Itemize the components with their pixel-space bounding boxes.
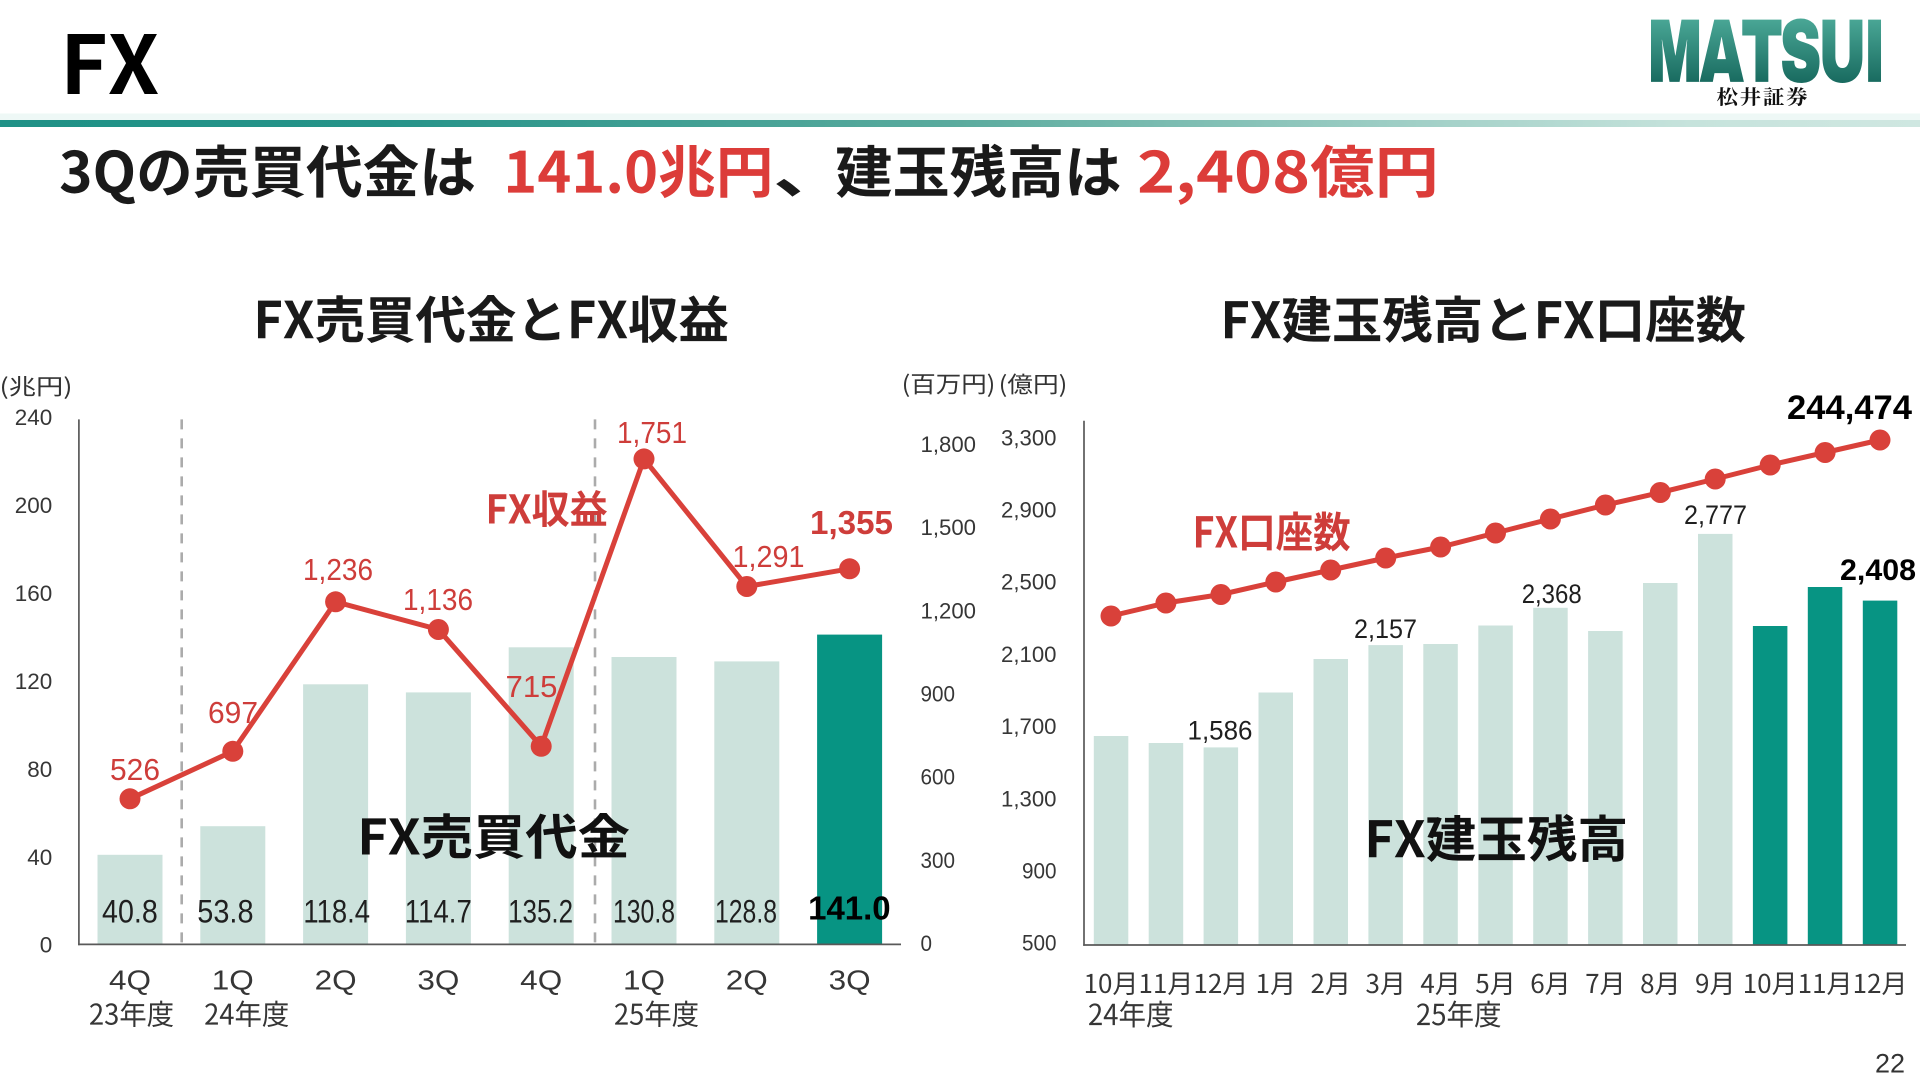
svg-text:130.8: 130.8 xyxy=(613,894,675,930)
svg-text:118.4: 118.4 xyxy=(303,894,370,930)
svg-text:1,500: 1,500 xyxy=(921,515,977,540)
svg-text:240: 240 xyxy=(15,405,53,430)
svg-text:3Q: 3Q xyxy=(829,965,871,996)
svg-text:40: 40 xyxy=(27,845,52,870)
svg-text:3Q: 3Q xyxy=(417,965,459,996)
svg-text:2,777: 2,777 xyxy=(1684,500,1747,530)
svg-text:2,500: 2,500 xyxy=(1001,570,1057,595)
svg-text:2,100: 2,100 xyxy=(1001,642,1057,667)
svg-text:526: 526 xyxy=(110,752,160,787)
svg-text:900: 900 xyxy=(1022,859,1057,884)
svg-text:697: 697 xyxy=(208,695,258,730)
svg-text:1,236: 1,236 xyxy=(303,552,373,587)
svg-text:128.8: 128.8 xyxy=(715,894,777,930)
svg-text:900: 900 xyxy=(921,681,956,706)
svg-text:135.2: 135.2 xyxy=(508,894,573,930)
svg-text:1,355: 1,355 xyxy=(810,504,893,541)
svg-text:4Q: 4Q xyxy=(109,965,151,996)
svg-text:4Q: 4Q xyxy=(520,965,562,996)
svg-text:80: 80 xyxy=(27,757,52,782)
svg-text:114.7: 114.7 xyxy=(405,894,472,930)
svg-text:2Q: 2Q xyxy=(726,965,768,996)
svg-text:2,157: 2,157 xyxy=(1354,614,1417,644)
svg-text:2,368: 2,368 xyxy=(1522,579,1582,609)
svg-text:53.8: 53.8 xyxy=(197,894,253,930)
svg-text:200: 200 xyxy=(15,493,53,518)
svg-text:120: 120 xyxy=(15,669,53,694)
svg-text:1Q: 1Q xyxy=(623,965,665,996)
svg-text:2Q: 2Q xyxy=(315,965,357,996)
svg-text:715: 715 xyxy=(506,669,558,704)
svg-text:1,586: 1,586 xyxy=(1188,716,1253,746)
svg-text:1,800: 1,800 xyxy=(921,432,977,457)
svg-text:1,300: 1,300 xyxy=(1001,786,1057,811)
svg-text:2,408: 2,408 xyxy=(1840,554,1916,587)
svg-text:2,900: 2,900 xyxy=(1001,498,1057,523)
svg-text:160: 160 xyxy=(15,581,53,606)
svg-text:1,751: 1,751 xyxy=(617,415,687,450)
svg-text:3,300: 3,300 xyxy=(1001,425,1057,450)
svg-text:0: 0 xyxy=(921,931,933,956)
svg-text:22: 22 xyxy=(1875,1049,1905,1079)
svg-text:1,136: 1,136 xyxy=(403,582,473,617)
svg-text:600: 600 xyxy=(921,765,956,790)
svg-text:1,200: 1,200 xyxy=(921,598,977,623)
svg-text:1Q: 1Q xyxy=(212,965,254,996)
svg-text:244,474: 244,474 xyxy=(1787,389,1912,427)
svg-text:500: 500 xyxy=(1022,931,1057,956)
svg-text:1,291: 1,291 xyxy=(733,539,805,574)
svg-text:40.8: 40.8 xyxy=(102,894,158,930)
svg-text:1,700: 1,700 xyxy=(1001,714,1057,739)
svg-text:141.0: 141.0 xyxy=(808,889,891,926)
svg-text:300: 300 xyxy=(921,848,956,873)
svg-text:0: 0 xyxy=(40,933,53,958)
